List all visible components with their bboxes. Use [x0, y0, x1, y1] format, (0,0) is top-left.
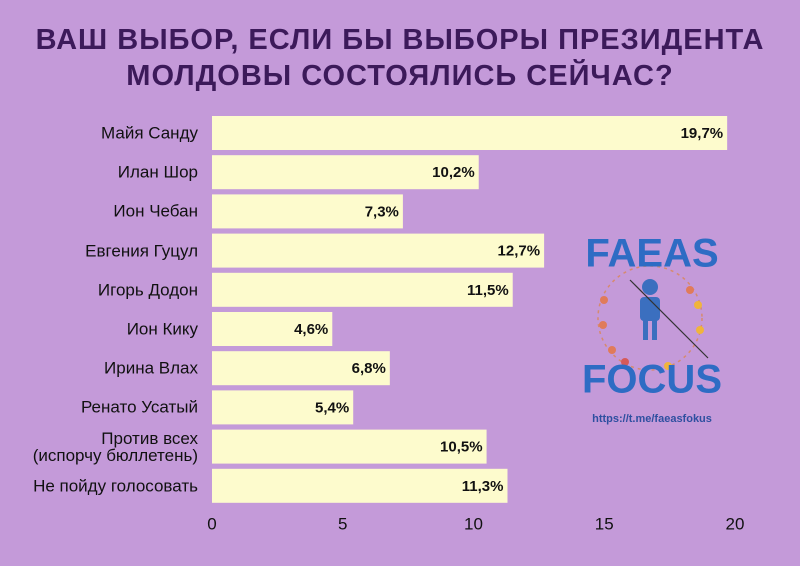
- value-label: 11,5%: [467, 282, 509, 299]
- y-tick-label: Не пойду голосовать: [33, 476, 198, 496]
- bar: [212, 116, 728, 150]
- y-tick-label: Ион Чебан: [113, 201, 198, 221]
- bar: [212, 429, 487, 464]
- logo-bottom: FOCUS: [582, 358, 722, 402]
- bar: [212, 272, 513, 307]
- bar: [212, 312, 333, 346]
- y-tick-label: Ион Кику: [126, 319, 198, 339]
- bar: [212, 351, 390, 386]
- logo-top: FAEAS: [585, 232, 718, 276]
- value-label: 7,3%: [365, 203, 399, 220]
- logo-art: [597, 265, 709, 371]
- x-tick-label: 10: [464, 514, 483, 533]
- y-tick-label: Илан Шор: [117, 162, 198, 182]
- value-label: 4,6%: [294, 321, 328, 338]
- value-label: 19,7%: [681, 125, 724, 142]
- x-tick-label: 0: [207, 514, 216, 533]
- bar: [212, 155, 479, 190]
- y-tick-label: Игорь Додон: [97, 280, 198, 300]
- value-label: 5,4%: [315, 399, 349, 416]
- y-tick-label: Майя Санду: [101, 123, 198, 143]
- x-tick-label: 5: [338, 514, 347, 533]
- value-label: 12,7%: [498, 243, 541, 260]
- y-tick-label: Ирина Влах: [104, 358, 198, 378]
- value-label: 10,5%: [440, 439, 483, 456]
- logo-url: https://t.me/faeasfokus: [592, 413, 712, 425]
- y-tick-label: Против всех (испорчу бюллетень): [32, 428, 198, 465]
- x-tick-label: 20: [726, 514, 745, 533]
- bar: [212, 390, 354, 425]
- bar: [212, 194, 403, 229]
- bar: [212, 233, 545, 268]
- bar: [212, 468, 508, 503]
- value-label: 11,3%: [462, 478, 504, 495]
- chart-title: ВАШ ВЫБОР, ЕСЛИ БЫ ВЫБОРЫ ПРЕЗИДЕНТА МОЛ…: [35, 24, 765, 92]
- y-tick-label: Евгения Гуцул: [85, 241, 198, 261]
- y-tick-label: Ренато Усатый: [80, 397, 198, 417]
- value-label: 10,2%: [432, 164, 475, 181]
- x-tick-label: 15: [595, 514, 614, 533]
- value-label: 6,8%: [352, 360, 386, 377]
